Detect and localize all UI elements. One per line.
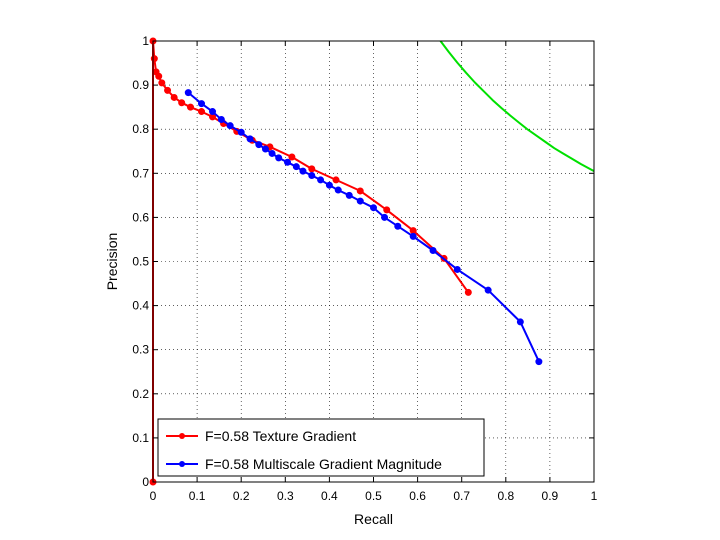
y-tick-label: 0.1 <box>132 431 149 445</box>
data-point-f-0-58-multiscale-gradient-magnitude <box>429 246 437 254</box>
data-point-f-0-58-multiscale-gradient-magnitude <box>409 232 417 240</box>
y-tick-label: 1 <box>142 34 149 48</box>
legend-marker-multiscale-gradient <box>179 461 185 467</box>
x-tick-label: 0 <box>150 489 157 503</box>
y-tick-label: 0.2 <box>132 387 149 401</box>
y-tick-label: 0 <box>142 475 149 489</box>
legend: F=0.58 Texture Gradient F=0.58 Multiscal… <box>157 418 485 477</box>
data-point-f-0-58-multiscale-gradient-magnitude <box>394 222 402 230</box>
data-point-f-0-58-multiscale-gradient-magnitude <box>299 167 307 175</box>
x-tick-label: 0.7 <box>453 489 470 503</box>
x-tick-label: 0.8 <box>497 489 514 503</box>
legend-marker-texture-gradient <box>179 433 185 439</box>
x-tick-label: 0.2 <box>233 489 250 503</box>
x-tick-label: 0.6 <box>409 489 426 503</box>
y-tick-label: 0.5 <box>132 255 149 269</box>
data-point-f-0-58-texture-gradient <box>170 93 178 101</box>
data-point-f-0-58-multiscale-gradient-magnitude <box>209 108 217 116</box>
data-point-f-0-58-multiscale-gradient-magnitude <box>381 213 389 221</box>
x-tick-label: 0.5 <box>365 489 382 503</box>
data-point-f-0-58-multiscale-gradient-magnitude <box>308 172 316 180</box>
data-point-f-0-58-multiscale-gradient-magnitude <box>325 181 333 189</box>
x-tick-label: 0.4 <box>321 489 338 503</box>
data-point-f-0-58-texture-gradient <box>308 165 316 173</box>
data-point-f-0-58-multiscale-gradient-magnitude <box>226 122 234 130</box>
data-point-f-0-58-texture-gradient <box>158 79 166 87</box>
data-point-f-0-58-multiscale-gradient-magnitude <box>334 186 342 194</box>
data-point-f-0-58-texture-gradient <box>383 206 391 214</box>
data-point-f-0-58-multiscale-gradient-magnitude <box>356 197 364 205</box>
data-point-f-0-58-multiscale-gradient-magnitude <box>484 286 492 294</box>
y-tick-label: 0.4 <box>132 299 149 313</box>
data-point-f-0-58-multiscale-gradient-magnitude <box>370 204 377 212</box>
data-point-f-0-58-texture-gradient <box>288 153 296 161</box>
data-point-f-0-58-multiscale-gradient-magnitude <box>516 318 524 326</box>
data-point-f-0-58-texture-gradient <box>164 86 172 94</box>
data-point-f-0-58-multiscale-gradient-magnitude <box>255 141 263 149</box>
data-point-f-0-58-multiscale-gradient-magnitude <box>317 176 325 184</box>
ticks: 0 0.1 0.2 0.3 0.4 0.5 0.6 0.7 0.8 0.9 1 0 0.1 0.2 0.3 0… <box>132 34 597 503</box>
x-tick-label: 0.9 <box>542 489 559 503</box>
y-tick-label: 0.9 <box>132 78 149 92</box>
data-point-f-0-58-multiscale-gradient-magnitude <box>184 89 192 97</box>
data-point-f-0-58-texture-gradient <box>155 72 163 80</box>
x-tick-label: 0.1 <box>189 489 206 503</box>
series-line-iso-f-curve <box>439 40 595 172</box>
data-point-f-0-58-multiscale-gradient-magnitude <box>261 145 269 153</box>
y-tick-label: 0.7 <box>132 166 149 180</box>
y-tick-label: 0.3 <box>132 343 149 357</box>
data-point-f-0-58-texture-gradient <box>332 176 340 184</box>
data-point-f-0-58-multiscale-gradient-magnitude <box>284 158 292 166</box>
data-point-f-0-58-texture-gradient <box>356 187 364 195</box>
data-point-f-0-58-multiscale-gradient-magnitude <box>217 115 225 123</box>
data-point-f-0-58-multiscale-gradient-magnitude <box>345 191 353 199</box>
x-tick-label: 0.3 <box>277 489 294 503</box>
legend-entry-multiscale-gradient: F=0.58 Multiscale Gradient Magnitude <box>205 456 442 472</box>
data-point-f-0-58-texture-gradient <box>178 99 186 107</box>
data-point-f-0-58-multiscale-gradient-magnitude <box>292 163 300 171</box>
data-point-f-0-58-multiscale-gradient-magnitude <box>535 358 543 366</box>
data-point-f-0-58-texture-gradient <box>198 108 206 116</box>
data-point-f-0-58-multiscale-gradient-magnitude <box>268 149 276 157</box>
y-axis-label: Precision <box>104 233 120 291</box>
data-point-f-0-58-texture-gradient <box>186 103 194 111</box>
x-axis-label: Recall <box>354 511 393 527</box>
data-point-f-0-58-multiscale-gradient-magnitude <box>246 135 254 143</box>
data-point-f-0-58-texture-gradient <box>409 227 417 235</box>
data-point-f-0-58-multiscale-gradient-magnitude <box>453 265 461 273</box>
legend-entry-texture-gradient: F=0.58 Texture Gradient <box>205 428 356 444</box>
data-point-f-0-58-multiscale-gradient-magnitude <box>237 128 245 136</box>
legend-box <box>157 418 485 477</box>
plot-area <box>149 37 595 486</box>
y-tick-label: 0.6 <box>132 210 149 224</box>
y-tick-label: 0.8 <box>132 122 149 136</box>
data-point-f-0-58-texture-gradient <box>464 288 472 296</box>
data-point-f-0-58-texture-gradient <box>150 55 158 63</box>
data-point-f-0-58-multiscale-gradient-magnitude <box>275 154 283 162</box>
x-tick-label: 1 <box>591 489 598 503</box>
data-point-f-0-58-multiscale-gradient-magnitude <box>198 100 206 108</box>
